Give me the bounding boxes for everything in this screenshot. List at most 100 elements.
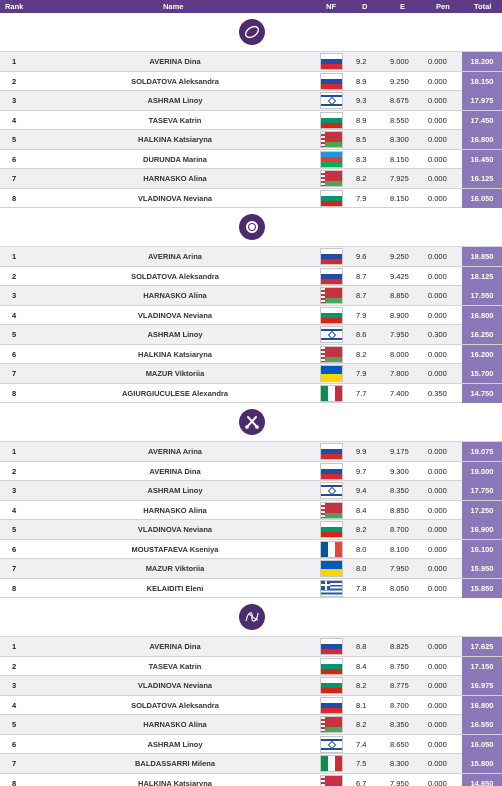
e-score: 7.950 xyxy=(390,564,409,573)
table-row: 5 HARNASKO Alina 8.2 8.350 0.000 16.550 xyxy=(0,715,502,735)
penalty: 0.000 xyxy=(428,291,447,300)
penalty: 0.000 xyxy=(428,681,447,690)
rank-cell: 6 xyxy=(12,349,17,359)
d-score: 8.5 xyxy=(356,135,367,144)
rank-cell: 5 xyxy=(12,330,17,339)
rank-cell: 7 xyxy=(12,369,17,378)
flag-stripe xyxy=(321,190,342,196)
russia-flag xyxy=(320,443,343,460)
flag-stripe xyxy=(321,73,342,79)
flag-stripe xyxy=(321,449,342,454)
penalty: 0.000 xyxy=(428,505,447,515)
rank-cell: 4 xyxy=(12,310,17,320)
bulgaria-flag xyxy=(320,306,343,324)
belarus-flag xyxy=(320,131,343,148)
flag-stripe xyxy=(321,541,328,557)
table-row: 8 AGIURGIUCULESE Alexandra 7.7 7.400 0.350 14… xyxy=(0,383,502,403)
penalty: 0.000 xyxy=(428,466,447,476)
athlete-name: VLADINOVA Neviana xyxy=(137,193,213,203)
athlete-name: BALDASSARRI Milena xyxy=(134,759,215,768)
total-score: 18.150 xyxy=(462,71,502,91)
athlete-name: HALKINA Katsiaryna xyxy=(138,778,212,786)
flag-stripe xyxy=(321,161,342,167)
penalty: 0.000 xyxy=(428,739,447,749)
flag-stripe xyxy=(321,644,342,649)
italy-flag xyxy=(320,755,343,772)
flag-stripe xyxy=(321,658,342,664)
flag-ornament xyxy=(321,171,325,186)
flag-stripe xyxy=(321,54,342,59)
penalty: 0.000 xyxy=(428,642,447,651)
flag-stripe xyxy=(321,112,342,118)
total-score: 19.000 xyxy=(462,461,502,481)
flag-stripe xyxy=(321,278,342,284)
athlete-name: MOUSTAFAEVA Kseniya xyxy=(131,544,219,554)
rank-cell: 3 xyxy=(12,681,17,690)
flag-band-bottom xyxy=(321,747,342,750)
e-score: 9.300 xyxy=(390,466,409,476)
penalty: 0.000 xyxy=(428,135,447,144)
penalty: 0.000 xyxy=(428,486,447,495)
total-score: 17.625 xyxy=(462,637,502,656)
flag-stripe xyxy=(321,707,342,713)
e-score: 8.050 xyxy=(390,583,409,593)
athlete-name: VLADINOVA Neviana xyxy=(137,681,213,690)
athlete-name: SOLDATOVA Aleksandra xyxy=(131,271,219,281)
rank-cell: 2 xyxy=(12,271,17,281)
flag-stripe xyxy=(321,83,342,89)
table-row: 7 HARNASKO Alina 8.2 7.925 0.000 16.125 xyxy=(0,169,502,189)
flag-stripe xyxy=(321,678,342,683)
d-score: 9.9 xyxy=(356,447,367,456)
flag-stripe xyxy=(321,649,342,654)
table-row: 3 VLADINOVA Neviana 8.2 8.775 0.000 16.975 xyxy=(0,676,502,696)
name-header: Name xyxy=(163,2,184,11)
d-score: 8.0 xyxy=(356,544,367,554)
flag-stripe xyxy=(327,756,335,771)
total-score: 16.800 xyxy=(462,130,502,149)
flag-stripe xyxy=(321,683,342,688)
e-score: 8.775 xyxy=(390,681,409,690)
rank-cell: 2 xyxy=(12,76,17,86)
flag-band-bottom xyxy=(321,494,342,496)
d-score: 8.7 xyxy=(356,271,367,281)
table-row: 2 SOLDATOVA Aleksandra 8.9 9.250 0.000 18.150 xyxy=(0,71,502,91)
e-score: 8.675 xyxy=(390,96,409,105)
d-score: 9.7 xyxy=(356,466,367,476)
total-score: 16.800 xyxy=(462,305,502,325)
bulgaria-flag xyxy=(320,677,343,694)
rank-header: Rank xyxy=(5,2,24,11)
clubs-icon xyxy=(245,416,259,429)
rank-cell: 4 xyxy=(12,505,17,515)
israel-flag xyxy=(320,326,343,343)
apparatus-header xyxy=(0,403,502,442)
rank-cell: 2 xyxy=(12,466,17,476)
penalty: 0.000 xyxy=(428,778,447,786)
athlete-name: MAZUR Viktoriia xyxy=(145,564,205,573)
table-row: 1 AVERINA Arina 9.9 9.175 0.000 19.075 xyxy=(0,442,502,462)
israel-flag xyxy=(320,92,343,109)
flag-stripe xyxy=(321,117,342,123)
russia-flag xyxy=(320,72,343,90)
flag-stripe xyxy=(321,663,342,669)
athlete-name: TASEVA Katrin xyxy=(148,661,202,671)
russia-flag xyxy=(320,267,343,285)
penalty: 0.000 xyxy=(428,661,447,671)
total-score: 14.650 xyxy=(462,773,502,786)
flag-stripe xyxy=(321,317,342,323)
athlete-name: AVERINA Arina xyxy=(148,252,202,261)
flag-stripe xyxy=(321,366,342,374)
table-row: 2 TASEVA Katrin 8.4 8.750 0.000 17.150 xyxy=(0,656,502,676)
italy-flag xyxy=(320,384,343,402)
penalty: 0.300 xyxy=(428,330,447,339)
table-row: 4 TASEVA Katrin 8.9 8.550 0.000 17.450 xyxy=(0,110,502,130)
flag-stripe xyxy=(321,444,342,449)
bulgaria-flag xyxy=(320,657,343,675)
athlete-name: HARNASKO Alina xyxy=(143,720,207,729)
belarus-flag xyxy=(320,716,343,733)
total-score: 16.800 xyxy=(462,695,502,715)
flag-stripe xyxy=(321,249,342,254)
penalty: 0.000 xyxy=(428,583,447,593)
penalty: 0.000 xyxy=(428,271,447,281)
belarus-flag xyxy=(320,501,343,519)
table-header: Rank Name NF D E Pen Total xyxy=(0,0,502,13)
